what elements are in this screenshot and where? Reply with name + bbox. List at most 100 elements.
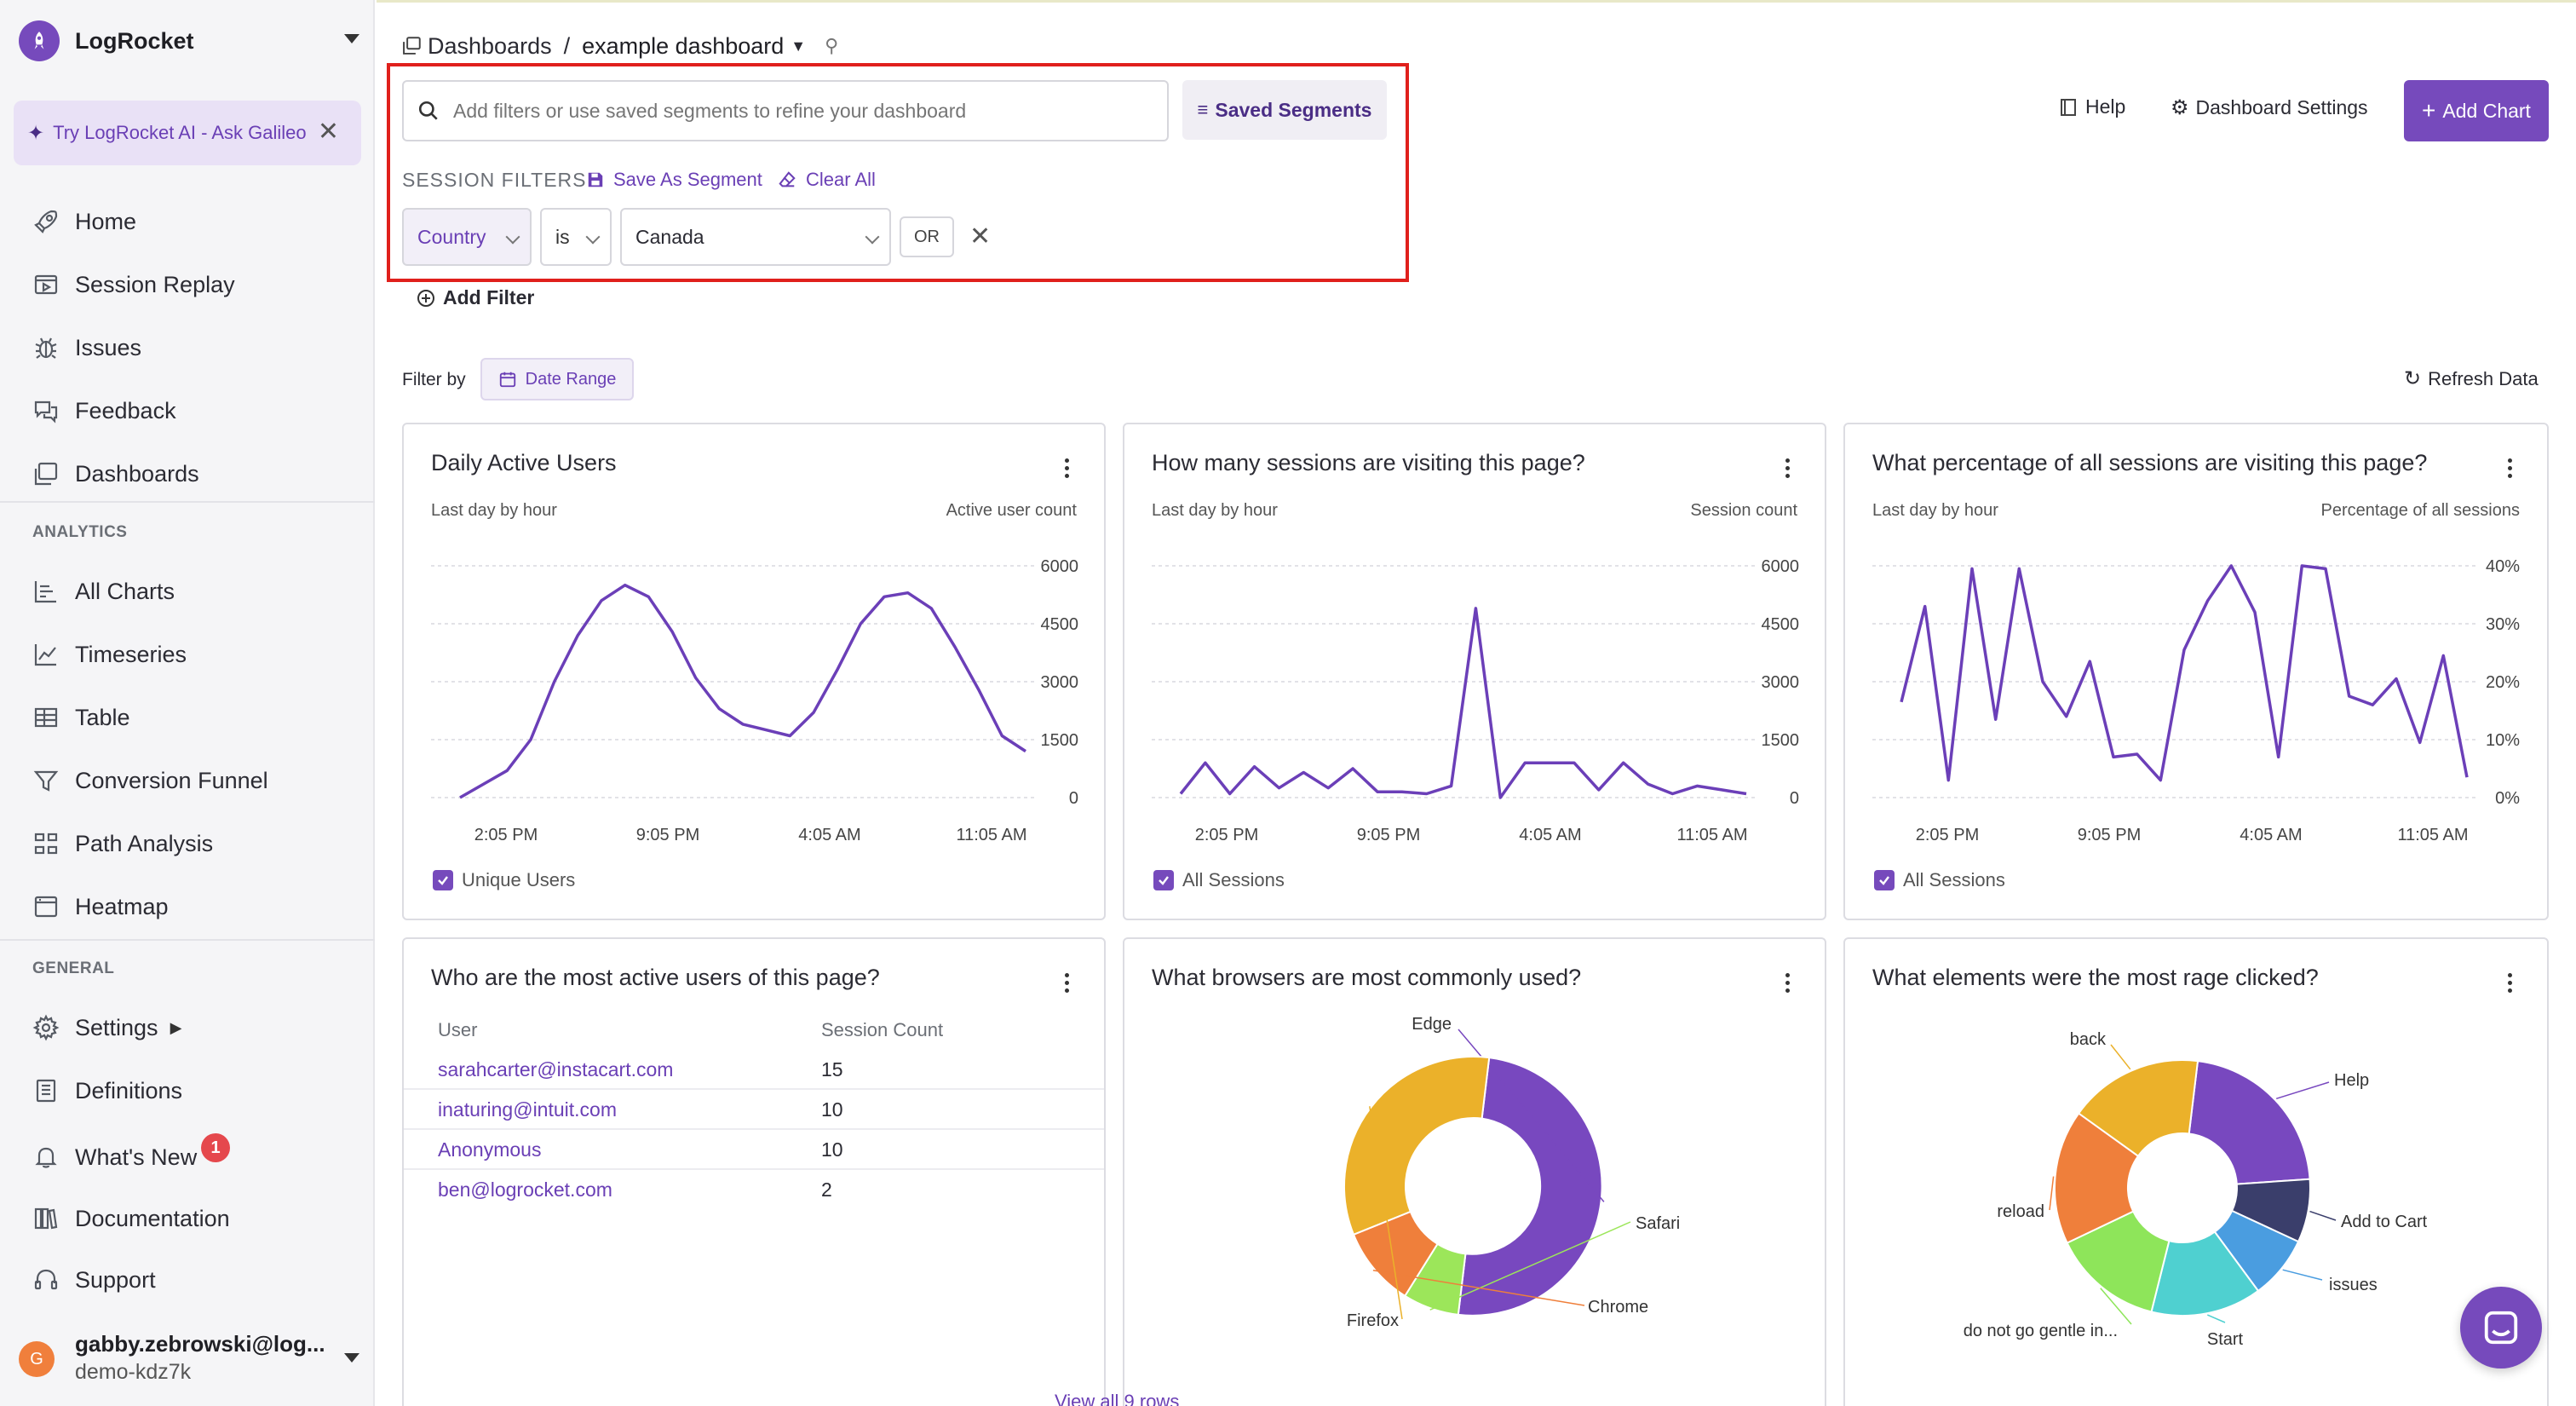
save-as-segment-button[interactable]: Save As Segment	[586, 169, 762, 191]
workspace-switcher[interactable]: LogRocket	[19, 19, 359, 63]
nav-dashboards[interactable]: Dashboards	[32, 455, 199, 493]
remove-filter-icon[interactable]: ✕	[969, 222, 992, 251]
checkbox-checked-icon[interactable]	[433, 870, 453, 890]
help-button[interactable]: Help	[2058, 95, 2125, 118]
caret-right-icon: ▶	[170, 1018, 182, 1036]
filter-operator-select[interactable]: is	[540, 208, 612, 266]
table-row[interactable]: ben@logrocket.com 2	[404, 1170, 1104, 1210]
user-link[interactable]: sarahcarter@instacart.com	[438, 1058, 674, 1080]
nav-issues[interactable]: Issues	[32, 329, 141, 366]
y-tick-label: 1500	[1041, 731, 1079, 750]
more-options-icon[interactable]	[1785, 973, 1791, 996]
galileo-banner[interactable]: ✦ Try LogRocket AI - Ask Galileo ✕	[14, 101, 361, 165]
series-line	[459, 583, 1026, 799]
card-y-label: Session count	[1690, 501, 1797, 520]
caret-down-icon[interactable]: ▼	[791, 37, 807, 55]
refresh-data-label: Refresh Data	[2428, 367, 2539, 389]
nav-documentation[interactable]: Documentation	[32, 1200, 230, 1237]
path-icon	[34, 833, 58, 855]
nav-timeseries[interactable]: Timeseries	[32, 636, 187, 673]
more-options-icon[interactable]	[1065, 973, 1070, 996]
segment-search-field[interactable]	[453, 99, 1135, 123]
chart-card-rage-clicks: What elements were the most rage clicked…	[1843, 937, 2549, 1406]
x-tick-label: 11:05 AM	[956, 826, 1026, 844]
user-link[interactable]: Anonymous	[438, 1138, 542, 1161]
user-menu[interactable]: G gabby.zebrowski@log... demo-kdz7k	[19, 1328, 359, 1387]
calendar-icon	[499, 372, 515, 388]
refresh-data-button[interactable]: ↻ Refresh Data	[2404, 366, 2539, 391]
x-tick-label: 4:05 AM	[798, 826, 860, 844]
x-tick-label: 2:05 PM	[1195, 826, 1258, 844]
pin-icon[interactable]: ⚲	[825, 35, 839, 56]
donut-slice	[2188, 1059, 2311, 1185]
filter-field-select[interactable]: Country	[402, 208, 532, 266]
view-all-rows-link[interactable]: View all 9 rows	[1055, 1391, 1180, 1406]
checkbox-checked-icon[interactable]	[1874, 870, 1895, 890]
segment-search-input[interactable]	[402, 80, 1169, 141]
eraser-icon	[779, 171, 796, 187]
card-title: How many sessions are visiting this page…	[1152, 450, 1585, 475]
gear-icon: ⚙	[2171, 96, 2189, 119]
more-options-icon[interactable]	[2508, 458, 2513, 481]
leader-line	[2207, 1314, 2226, 1323]
breadcrumb-dashboards[interactable]: Dashboards	[428, 32, 552, 59]
user-link[interactable]: ben@logrocket.com	[438, 1178, 612, 1201]
workspace-name: LogRocket	[75, 27, 194, 54]
galileo-label: Try LogRocket AI - Ask Galileo	[53, 122, 307, 143]
chat-icon	[2484, 1311, 2518, 1345]
nav-whats-new[interactable]: What's New	[32, 1138, 197, 1176]
x-tick-label: 9:05 PM	[2078, 826, 2141, 844]
nav-feedback[interactable]: Feedback	[32, 392, 176, 429]
nav-conversion-funnel[interactable]: Conversion Funnel	[32, 762, 268, 799]
y-tick-label: 4500	[1762, 615, 1800, 634]
slice-label: issues	[2329, 1276, 2378, 1294]
column-header-session-count: Session Count	[821, 1019, 944, 1040]
user-link[interactable]: inaturing@intuit.com	[438, 1098, 617, 1121]
sparkle-icon: ✦	[27, 121, 45, 145]
dashboard-name[interactable]: example dashboard	[582, 32, 785, 59]
heatmap-icon	[34, 896, 58, 918]
dashboard-settings-button[interactable]: ⚙ Dashboard Settings	[2171, 95, 2368, 120]
x-tick-label: 2:05 PM	[1916, 826, 1979, 844]
nav-definitions[interactable]: Definitions	[32, 1072, 182, 1109]
sidebar: LogRocket ✦ Try LogRocket AI - Ask Galil…	[0, 0, 375, 1406]
nav-documentation-label: Documentation	[75, 1205, 230, 1231]
leader-line	[2282, 1269, 2323, 1281]
more-options-icon[interactable]	[1065, 458, 1070, 481]
table-row[interactable]: Anonymous 10	[404, 1130, 1104, 1170]
filter-value: Canada	[635, 225, 704, 248]
nav-heatmap[interactable]: Heatmap	[32, 888, 169, 925]
nav-all-charts[interactable]: All Charts	[32, 573, 175, 610]
or-button[interactable]: OR	[900, 216, 954, 257]
saved-segments-button[interactable]: ≡ Saved Segments	[1182, 80, 1387, 140]
checkbox-checked-icon[interactable]	[1153, 870, 1174, 890]
date-range-button[interactable]: Date Range	[480, 358, 634, 400]
close-icon[interactable]: ✕	[317, 118, 339, 146]
nav-session-replay[interactable]: Session Replay	[32, 266, 235, 303]
nav-conversion-funnel-label: Conversion Funnel	[75, 767, 268, 793]
filter-operator-value: is	[555, 225, 570, 248]
more-options-icon[interactable]	[2508, 973, 2513, 996]
line-chart: 40% 30% 20% 10% 0% 2:05 PM 9:05 PM 4:05 AM 11:05…	[1872, 557, 2520, 844]
chat-launcher-button[interactable]	[2460, 1287, 2542, 1369]
y-tick-label: 40%	[2486, 557, 2520, 576]
nav-table[interactable]: Table	[32, 699, 130, 736]
table-icon	[34, 707, 58, 728]
legend-item[interactable]: All Sessions	[1874, 869, 2005, 891]
clear-all-button[interactable]: Clear All	[777, 169, 876, 191]
table-row[interactable]: inaturing@intuit.com 10	[404, 1090, 1104, 1130]
nav-settings[interactable]: Settings ▶	[32, 1009, 181, 1046]
legend-label: All Sessions	[1182, 869, 1285, 890]
leader-line	[2309, 1210, 2337, 1221]
filter-value-select[interactable]: Canada	[620, 208, 891, 266]
nav-support[interactable]: Support	[32, 1261, 156, 1299]
table-card-active-users: Who are the most active users of this pa…	[402, 937, 1106, 1406]
add-filter-button[interactable]: Add Filter	[416, 286, 534, 309]
add-chart-button[interactable]: + Add Chart	[2404, 80, 2549, 141]
legend-item[interactable]: Unique Users	[433, 869, 575, 891]
nav-path-analysis[interactable]: Path Analysis	[32, 825, 213, 862]
legend-item[interactable]: All Sessions	[1153, 869, 1285, 891]
nav-home[interactable]: Home	[32, 203, 136, 240]
more-options-icon[interactable]	[1785, 458, 1791, 481]
table-row[interactable]: sarahcarter@instacart.com 15	[404, 1050, 1104, 1090]
